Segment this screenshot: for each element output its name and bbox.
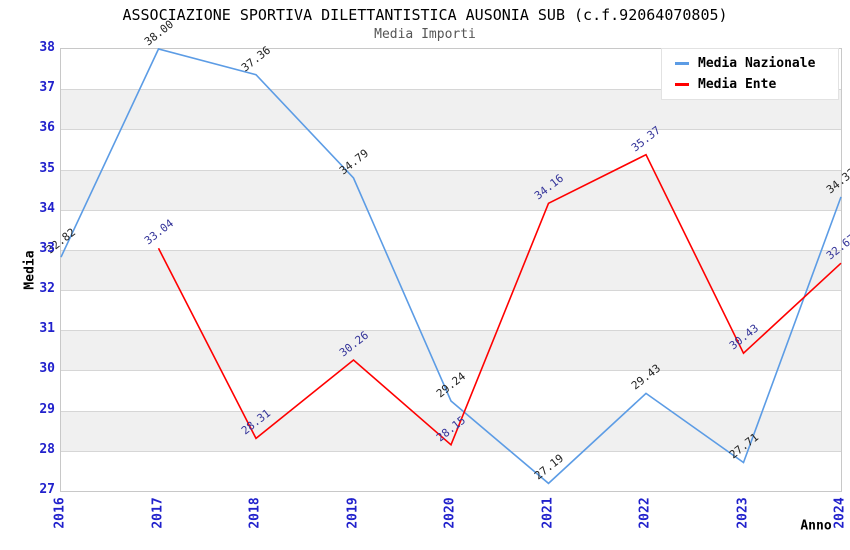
gridline (61, 169, 841, 171)
gridline (61, 89, 841, 91)
series-line-media-ente (157, 153, 842, 447)
gridline (61, 290, 841, 292)
x-tick-label: 2022 (637, 497, 653, 529)
y-tick-label: 29 (39, 401, 55, 417)
x-tick-label: 2021 (540, 497, 555, 529)
y-tick-label: 30 (39, 361, 55, 377)
plot-band (61, 169, 841, 210)
x-tick-label: 2018 (247, 497, 263, 529)
legend-item-label: Media Ente (698, 77, 777, 93)
x-tick-label: 2019 (345, 497, 360, 529)
legend-box: Media Nazionale Media Ente (661, 48, 839, 100)
plot-area: 32.82 38.00 37.36 34.79 29.24 27.19 29.43 27.71… (44, 18, 850, 492)
y-tick-label: 33 (39, 240, 55, 256)
x-axis-title: Anno (800, 518, 832, 534)
x-tick-label: 2017 (150, 497, 165, 529)
plot-band (61, 249, 841, 291)
y-tick-label: 31 (39, 321, 55, 337)
y-tick-label: 34 (39, 200, 55, 216)
x-tick-label: 2024 (832, 497, 848, 529)
plot-band (61, 330, 841, 371)
gridline (61, 249, 841, 251)
gridline (61, 330, 841, 332)
y-tick-label: 37 (39, 80, 55, 96)
chart-title: ASSOCIAZIONE SPORTIVA DILETTANTISTICA AU… (122, 6, 728, 24)
y-tick-label: 32 (39, 281, 55, 297)
chart-subtitle: Media Importi (374, 27, 476, 42)
x-tick-label: 2020 (442, 497, 458, 529)
x-tick-label: 2016 (52, 497, 68, 529)
legend-line-sample-icon (675, 83, 689, 87)
legend-line-sample-icon (675, 61, 689, 65)
series-line-media-nazionale (60, 48, 842, 485)
legend-item-media-nazionale[interactable]: Media Nazionale (675, 56, 838, 71)
y-tick-label: 27 (39, 482, 55, 497)
y-tick-label: 28 (39, 441, 55, 457)
gridline (61, 410, 841, 412)
y-tick-label: 35 (39, 160, 55, 176)
gridline (61, 370, 841, 372)
x-tick-label: 2023 (735, 497, 750, 529)
gridline (61, 209, 841, 211)
series-lines (60, 48, 842, 485)
legend-item-media-ente[interactable]: Media Ente (675, 77, 838, 92)
y-tick-label: 36 (39, 120, 55, 136)
gridline (61, 450, 841, 452)
gridline (61, 129, 841, 131)
legend-item-label: Media Nazionale (698, 55, 816, 71)
y-tick-label: 38 (39, 40, 55, 55)
